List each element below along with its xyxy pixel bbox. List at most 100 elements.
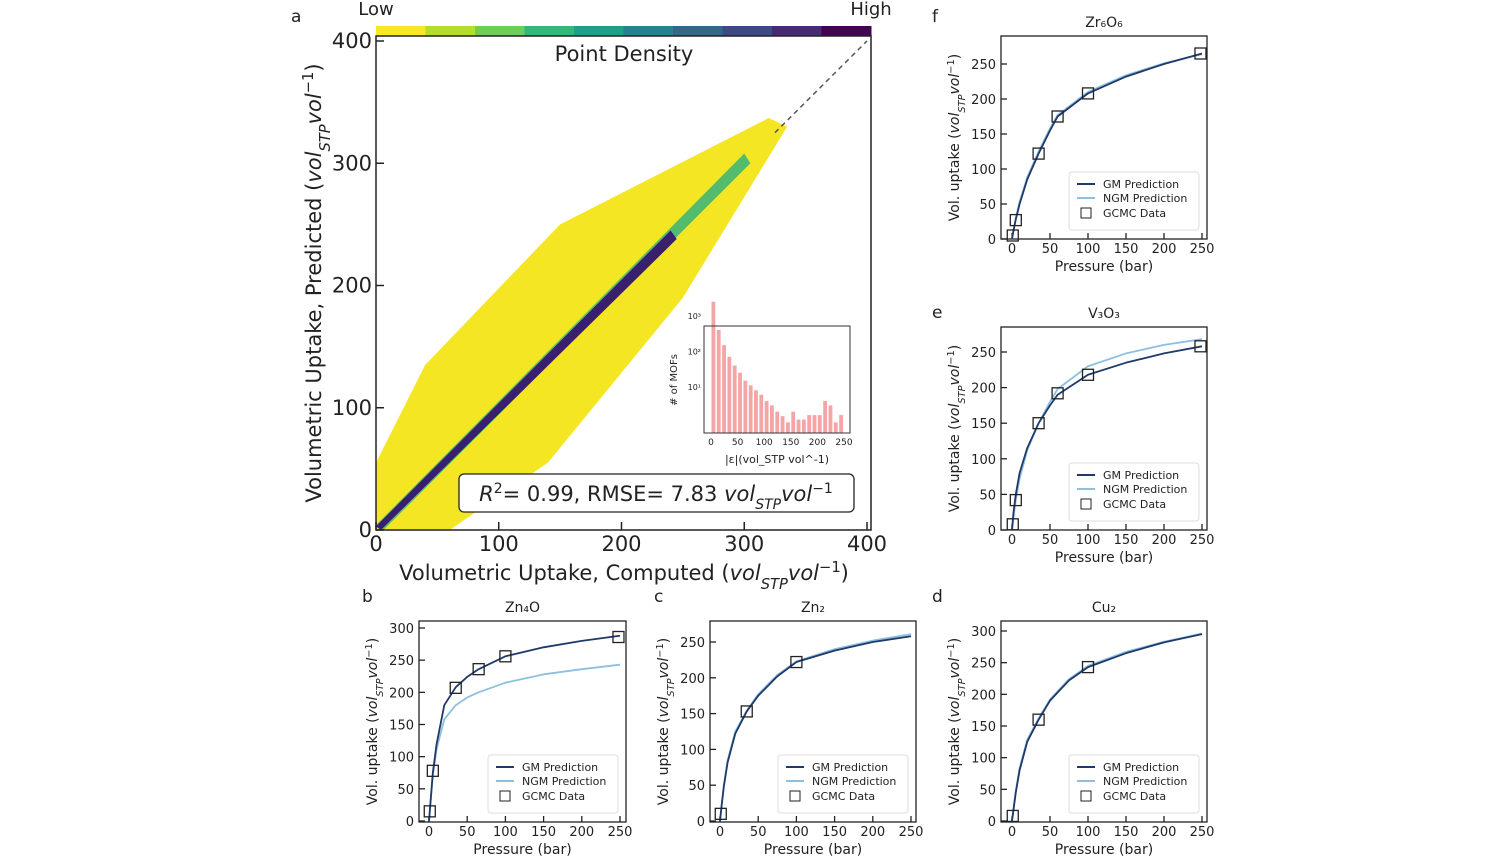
y-tick-label: 50: [979, 488, 996, 503]
panel-c: 0 50 100 150 200 250 0 50 100 150 200 250 Zn₂ Pressur…: [655, 600, 924, 858]
y-axis-label: Vol. uptake (volSTPvol−1): [946, 54, 968, 221]
gcmc-marker: [1194, 340, 1207, 353]
panel-f: 0 50 100 150 200 250 0 50 100 150 200 250 Zr₆O₆ Press…: [946, 15, 1215, 275]
x-tick-label: 0: [1008, 825, 1016, 840]
legend-label: GCMC Data: [522, 790, 585, 803]
y-tick-label: 200: [971, 688, 996, 703]
gcmc-marker: [1006, 809, 1019, 823]
series-line-gm: [1011, 52, 1203, 240]
x-tick-label: 0: [716, 825, 724, 840]
y-tick-label: 50: [397, 783, 414, 798]
colorbar-segment: [673, 26, 723, 36]
inset-x-label: |ε|(vol_STP vol^-1): [725, 453, 829, 466]
inset-y-tick-label: 10³: [688, 312, 701, 321]
inset-x-tick-label: 150: [782, 438, 799, 448]
y-tick-label: 200: [680, 672, 705, 687]
x-tick-label: 100: [1076, 242, 1101, 257]
panel-label-d: d: [932, 587, 943, 607]
histogram-bar: [775, 411, 780, 433]
x-tick-label: 300: [724, 532, 764, 556]
x-tick-label: 250: [1190, 825, 1215, 840]
y-axis-label: Vol. uptake (volSTPvol−1): [946, 345, 968, 512]
inset-histogram: 0 50 100 150 200 250 10¹ 10² 10³ # of MOFs |ε|(vol…: [669, 301, 853, 466]
x-axis-label: Pressure (bar): [1055, 842, 1153, 856]
parity-line: [774, 40, 868, 134]
gcmc-marker: [1009, 493, 1022, 507]
x-axis-label: Pressure (bar): [473, 842, 571, 856]
legend-marker: [789, 790, 801, 802]
x-tick-label: 200: [1152, 825, 1177, 840]
colorbar-high-label: High: [850, 0, 891, 20]
legend-marker: [1080, 790, 1092, 802]
x-axis-label: Volumetric Uptake, Computed (volSTPvol−1…: [399, 559, 849, 593]
histogram-bar: [727, 356, 732, 433]
gcmc-marker: [1009, 213, 1022, 227]
x-tick-label: 150: [1114, 242, 1139, 257]
series-line-gm: [1011, 633, 1203, 822]
x-tick-label: 100: [1076, 825, 1101, 840]
y-tick-label: 0: [406, 815, 414, 830]
gcmc-marker: [499, 650, 512, 663]
y-tick-label: 100: [680, 743, 705, 758]
legend-box: [487, 754, 619, 814]
legend-label: GM Prediction: [1103, 469, 1179, 482]
inset-x-tick-label: 250: [835, 438, 852, 448]
x-tick-label: 50: [1042, 242, 1059, 257]
gcmc-marker: [472, 663, 485, 676]
metrics-annotation: R2= 0.99, RMSE= 7.83 volSTPvol−1: [479, 481, 833, 513]
y-tick-label: 250: [971, 657, 996, 672]
gcmc-marker: [449, 681, 462, 694]
histogram-bar: [764, 400, 769, 433]
y-tick-label: 200: [971, 382, 996, 397]
panel-title: Zn₂: [801, 600, 825, 616]
x-tick-label: 200: [860, 825, 885, 840]
legend-label: NGM Prediction: [1103, 483, 1187, 496]
colorbar-segment: [772, 26, 822, 36]
x-tick-label: 0: [1008, 242, 1016, 257]
gcmc-marker: [423, 805, 436, 818]
gcmc-marker: [1006, 518, 1019, 531]
legend-label: GCMC Data: [1103, 790, 1166, 803]
gcmc-marker: [612, 630, 625, 644]
inset-x-tick-label: 100: [756, 438, 773, 448]
series-line-gm: [719, 635, 912, 822]
y-tick-label: 150: [971, 417, 996, 432]
gcmc-marker: [1081, 660, 1095, 674]
legend-box: [1068, 754, 1200, 814]
y-tick-label: 0: [697, 815, 705, 830]
y-tick-label: 250: [680, 636, 705, 651]
histogram-bar: [796, 419, 801, 433]
y-tick-label: 100: [389, 751, 414, 766]
colorbar-segment: [623, 26, 674, 36]
histogram-bar: [722, 345, 726, 433]
panel-label-f: f: [932, 7, 939, 27]
legend-label: NGM Prediction: [812, 775, 896, 788]
panel-a: Low High Point Density 0 100 200 300 400 0 100 200…: [300, 0, 892, 593]
scatter-core-dense: [376, 230, 677, 531]
y-tick-label: 50: [979, 783, 996, 798]
gcmc-marker: [1032, 713, 1045, 726]
x-tick-label: 200: [601, 532, 641, 556]
inset-x-tick-label: 50: [732, 438, 744, 448]
x-tick-label: 150: [822, 825, 847, 840]
histogram-bar: [801, 419, 806, 433]
inset-y-label: # of MOFs: [669, 354, 680, 406]
y-tick-label: 250: [971, 58, 996, 73]
y-axis-label: Vol. uptake (volSTPvol−1): [364, 638, 386, 805]
histogram-bar: [759, 394, 764, 433]
y-tick-label: 300: [389, 622, 414, 637]
y-tick-label: 0: [359, 518, 372, 542]
legend-marker: [1080, 498, 1092, 510]
histogram-bar: [711, 301, 716, 433]
gcmc-marker: [1081, 368, 1095, 381]
y-tick-label: 300: [332, 151, 372, 175]
x-tick-label: 200: [1152, 533, 1177, 548]
histogram-bar: [716, 329, 721, 433]
y-tick-label: 250: [971, 346, 996, 361]
y-tick-label: 0: [988, 815, 996, 830]
y-tick-label: 50: [688, 779, 705, 794]
y-tick-label: 150: [389, 719, 414, 734]
x-tick-label: 50: [1042, 533, 1059, 548]
